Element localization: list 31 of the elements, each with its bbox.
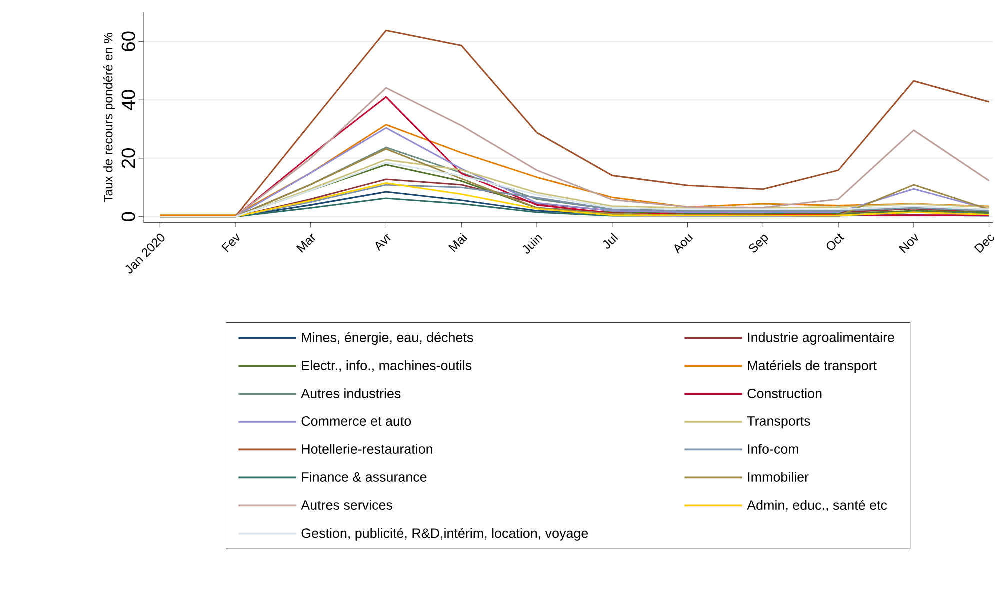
- legend-label: Autres services: [301, 500, 392, 510]
- x-tick-label: Mai: [448, 232, 468, 252]
- x-tick-label: Fev: [222, 233, 240, 252]
- legend-label: Immobilier: [748, 472, 809, 482]
- x-tick-label: Aou: [674, 234, 694, 254]
- legend-label: Electr., info., machines-outils: [302, 360, 472, 372]
- legend-label: Construction: [748, 388, 822, 398]
- legend-label: Industrie agroalimentaire: [748, 332, 894, 345]
- x-tick-label: Oct: [826, 234, 845, 250]
- legend-label: Hotellerie-restauration: [302, 444, 432, 454]
- legend-label: Info-com: [748, 444, 798, 454]
- x-tick-label: Dec: [974, 234, 994, 254]
- y-tick-label: 40: [122, 90, 136, 110]
- legend-label: Autres industries: [301, 388, 401, 398]
- x-tick-label: Juin: [522, 234, 543, 254]
- y-tick-label: 20: [122, 148, 136, 168]
- y-tick-label: 0: [122, 212, 136, 222]
- legend-label: Gestion, publicité, R&D,intérim, location, voyage: [302, 528, 588, 541]
- y-tick-label: 60: [122, 32, 136, 52]
- x-tick-label: Nov: [898, 233, 918, 254]
- x-tick-label: Avr: [376, 234, 391, 252]
- x-tick-label: Sep: [749, 234, 768, 252]
- x-tick-label: Jul: [603, 232, 618, 249]
- x-tick-label: Mar: [296, 234, 316, 253]
- legend-label: Mines, énergie, eau, déchets: [302, 332, 474, 345]
- legend-label: Transports: [747, 416, 810, 428]
- y-axis-title: Taux de recours pondéré en %: [103, 32, 116, 202]
- legend-label: Finance & assurance: [302, 472, 427, 482]
- legend-label: Matériels de transport: [748, 360, 877, 373]
- legend-label: Admin, educ., santé etc: [747, 500, 888, 512]
- legend-label: Commerce et auto: [302, 416, 412, 426]
